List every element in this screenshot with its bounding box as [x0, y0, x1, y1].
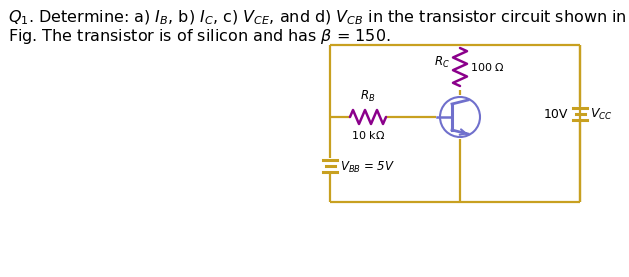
- Text: Fig. The transistor is of silicon and has $\beta$ = 150.: Fig. The transistor is of silicon and ha…: [8, 27, 391, 46]
- Text: $V_{CC}$: $V_{CC}$: [590, 106, 613, 122]
- Text: $R_B$: $R_B$: [360, 89, 376, 104]
- Text: 10V: 10V: [543, 107, 568, 120]
- Text: $Q_1$. Determine: a) $I_B$, b) $I_C$, c) $V_{CE}$, and d) $V_{CB}$ in the transi: $Q_1$. Determine: a) $I_B$, b) $I_C$, c)…: [8, 9, 627, 27]
- Text: 100 $\Omega$: 100 $\Omega$: [470, 61, 505, 73]
- Text: $R_C$: $R_C$: [434, 55, 450, 70]
- Text: $V_{BB}$ = 5V: $V_{BB}$ = 5V: [340, 160, 395, 175]
- Text: 10 k$\Omega$: 10 k$\Omega$: [351, 129, 385, 141]
